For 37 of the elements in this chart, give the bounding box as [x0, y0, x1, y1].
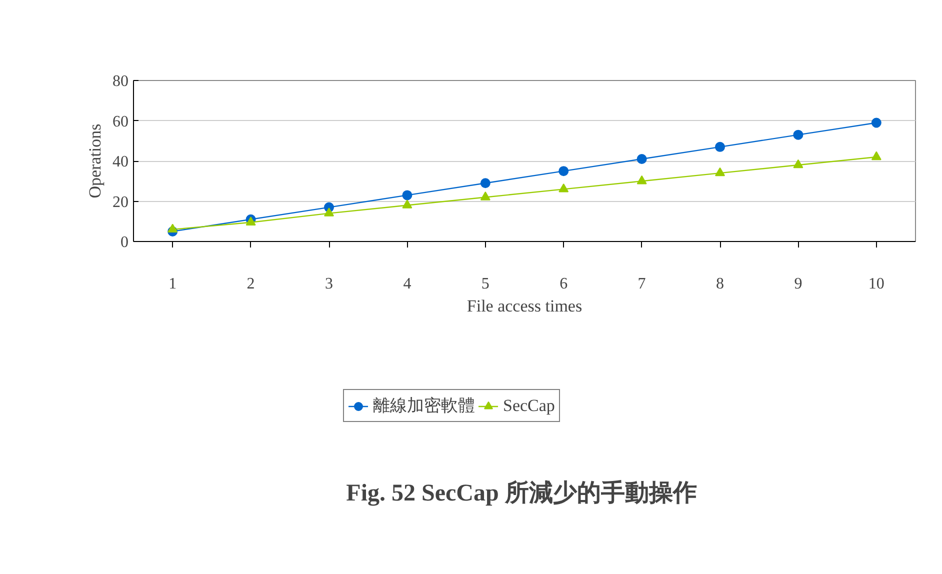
point [480, 192, 490, 200]
point [715, 142, 725, 152]
point [636, 175, 647, 184]
point [558, 183, 569, 192]
point [246, 216, 256, 226]
x-tick-label: 3 [325, 276, 333, 292]
x-tick-label: 2 [246, 276, 255, 292]
text: Fig. 52 SecCap 所減少的手動操作 [346, 479, 697, 506]
point [871, 151, 882, 160]
legend-label: 離線加密軟體 [373, 395, 475, 417]
y-axis-title: Operations [86, 124, 104, 198]
y-tick-label: 20 [112, 194, 128, 211]
x-tick-label: 6 [560, 276, 568, 292]
point [636, 154, 647, 164]
x-tick-label: 9 [794, 276, 802, 292]
y-tick-label: 40 [112, 154, 128, 170]
point [402, 200, 412, 208]
y-tick-label: 80 [112, 73, 128, 90]
y-tick-label: 0 [120, 234, 128, 251]
point [793, 159, 804, 168]
point [480, 178, 490, 188]
point [168, 224, 178, 233]
point [558, 166, 569, 176]
y-tick-label: 60 [112, 113, 128, 130]
x-axis-title: File access times [466, 296, 582, 316]
legend-label: SecCap [503, 396, 555, 416]
x-tick-label: 5 [481, 276, 490, 292]
x-tick-label: 10 [868, 276, 884, 292]
x-tick-label: 7 [638, 276, 646, 292]
point [871, 118, 882, 128]
point [402, 190, 412, 200]
point [793, 130, 804, 140]
point [324, 208, 334, 216]
x-tick-label: 1 [168, 276, 177, 292]
x-tick-label: 4 [403, 276, 412, 292]
point [715, 167, 725, 176]
x-tick-label: 8 [716, 276, 724, 292]
